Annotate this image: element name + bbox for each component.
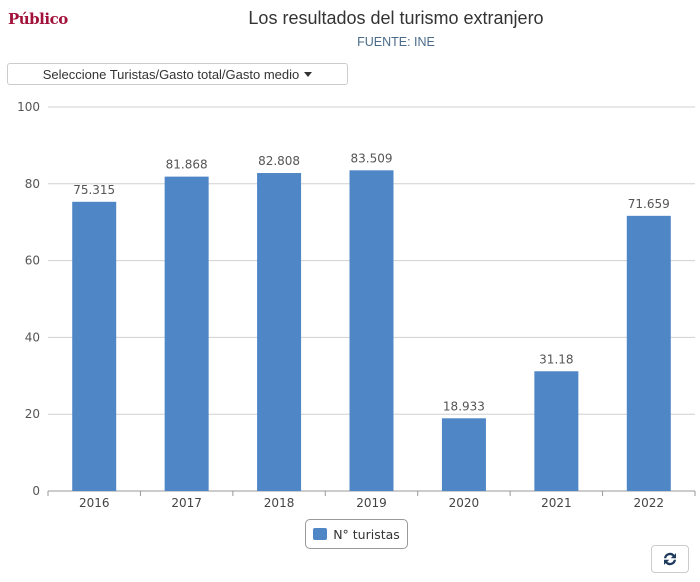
bar-2016[interactable] [72, 201, 117, 491]
x-tick-label: 2021 [541, 496, 572, 510]
x-tick-label: 2022 [634, 496, 665, 510]
bar-2021[interactable] [534, 371, 579, 491]
y-tick-label: 0 [32, 484, 40, 498]
bar-2018[interactable] [257, 173, 302, 491]
data-label: 82.808 [258, 154, 300, 168]
y-tick-label: 40 [25, 330, 40, 344]
y-tick-label: 100 [17, 100, 40, 114]
refresh-button[interactable] [651, 545, 689, 573]
metric-selector-dropdown[interactable]: Seleccione Turistas/Gasto total/Gasto me… [7, 63, 348, 85]
y-tick-label: 80 [25, 177, 40, 191]
data-label: 31.18 [539, 352, 573, 366]
data-label: 71.659 [628, 197, 670, 211]
bar-2019[interactable] [349, 170, 394, 491]
data-label: 83.509 [351, 151, 393, 165]
bar-2020[interactable] [441, 418, 486, 491]
data-label: 75.315 [73, 183, 115, 197]
x-tick-label: 2017 [171, 496, 202, 510]
legend-item-turistas[interactable]: N° turistas [305, 519, 408, 549]
x-tick-label: 2018 [264, 496, 295, 510]
x-tick-label: 2019 [356, 496, 387, 510]
bar-2022[interactable] [626, 215, 671, 491]
chart-subtitle: FUENTE: INE [357, 35, 435, 49]
x-tick-label: 2016 [79, 496, 110, 510]
bar-2017[interactable] [164, 176, 209, 491]
x-tick-label: 2020 [449, 496, 480, 510]
y-tick-label: 20 [25, 407, 40, 421]
y-tick-label: 60 [25, 254, 40, 268]
data-label: 81.868 [166, 158, 208, 172]
refresh-icon [664, 552, 676, 566]
legend-swatch [313, 528, 328, 540]
chart-title: Los resultados del turismo extranjero [248, 8, 544, 28]
metric-selector-label: Seleccione Turistas/Gasto total/Gasto me… [42, 66, 300, 82]
caret-down-icon [304, 71, 313, 77]
publico-logo: Público [8, 10, 68, 28]
legend-label: N° turistas [333, 526, 400, 542]
data-label: 18.933 [443, 399, 485, 413]
